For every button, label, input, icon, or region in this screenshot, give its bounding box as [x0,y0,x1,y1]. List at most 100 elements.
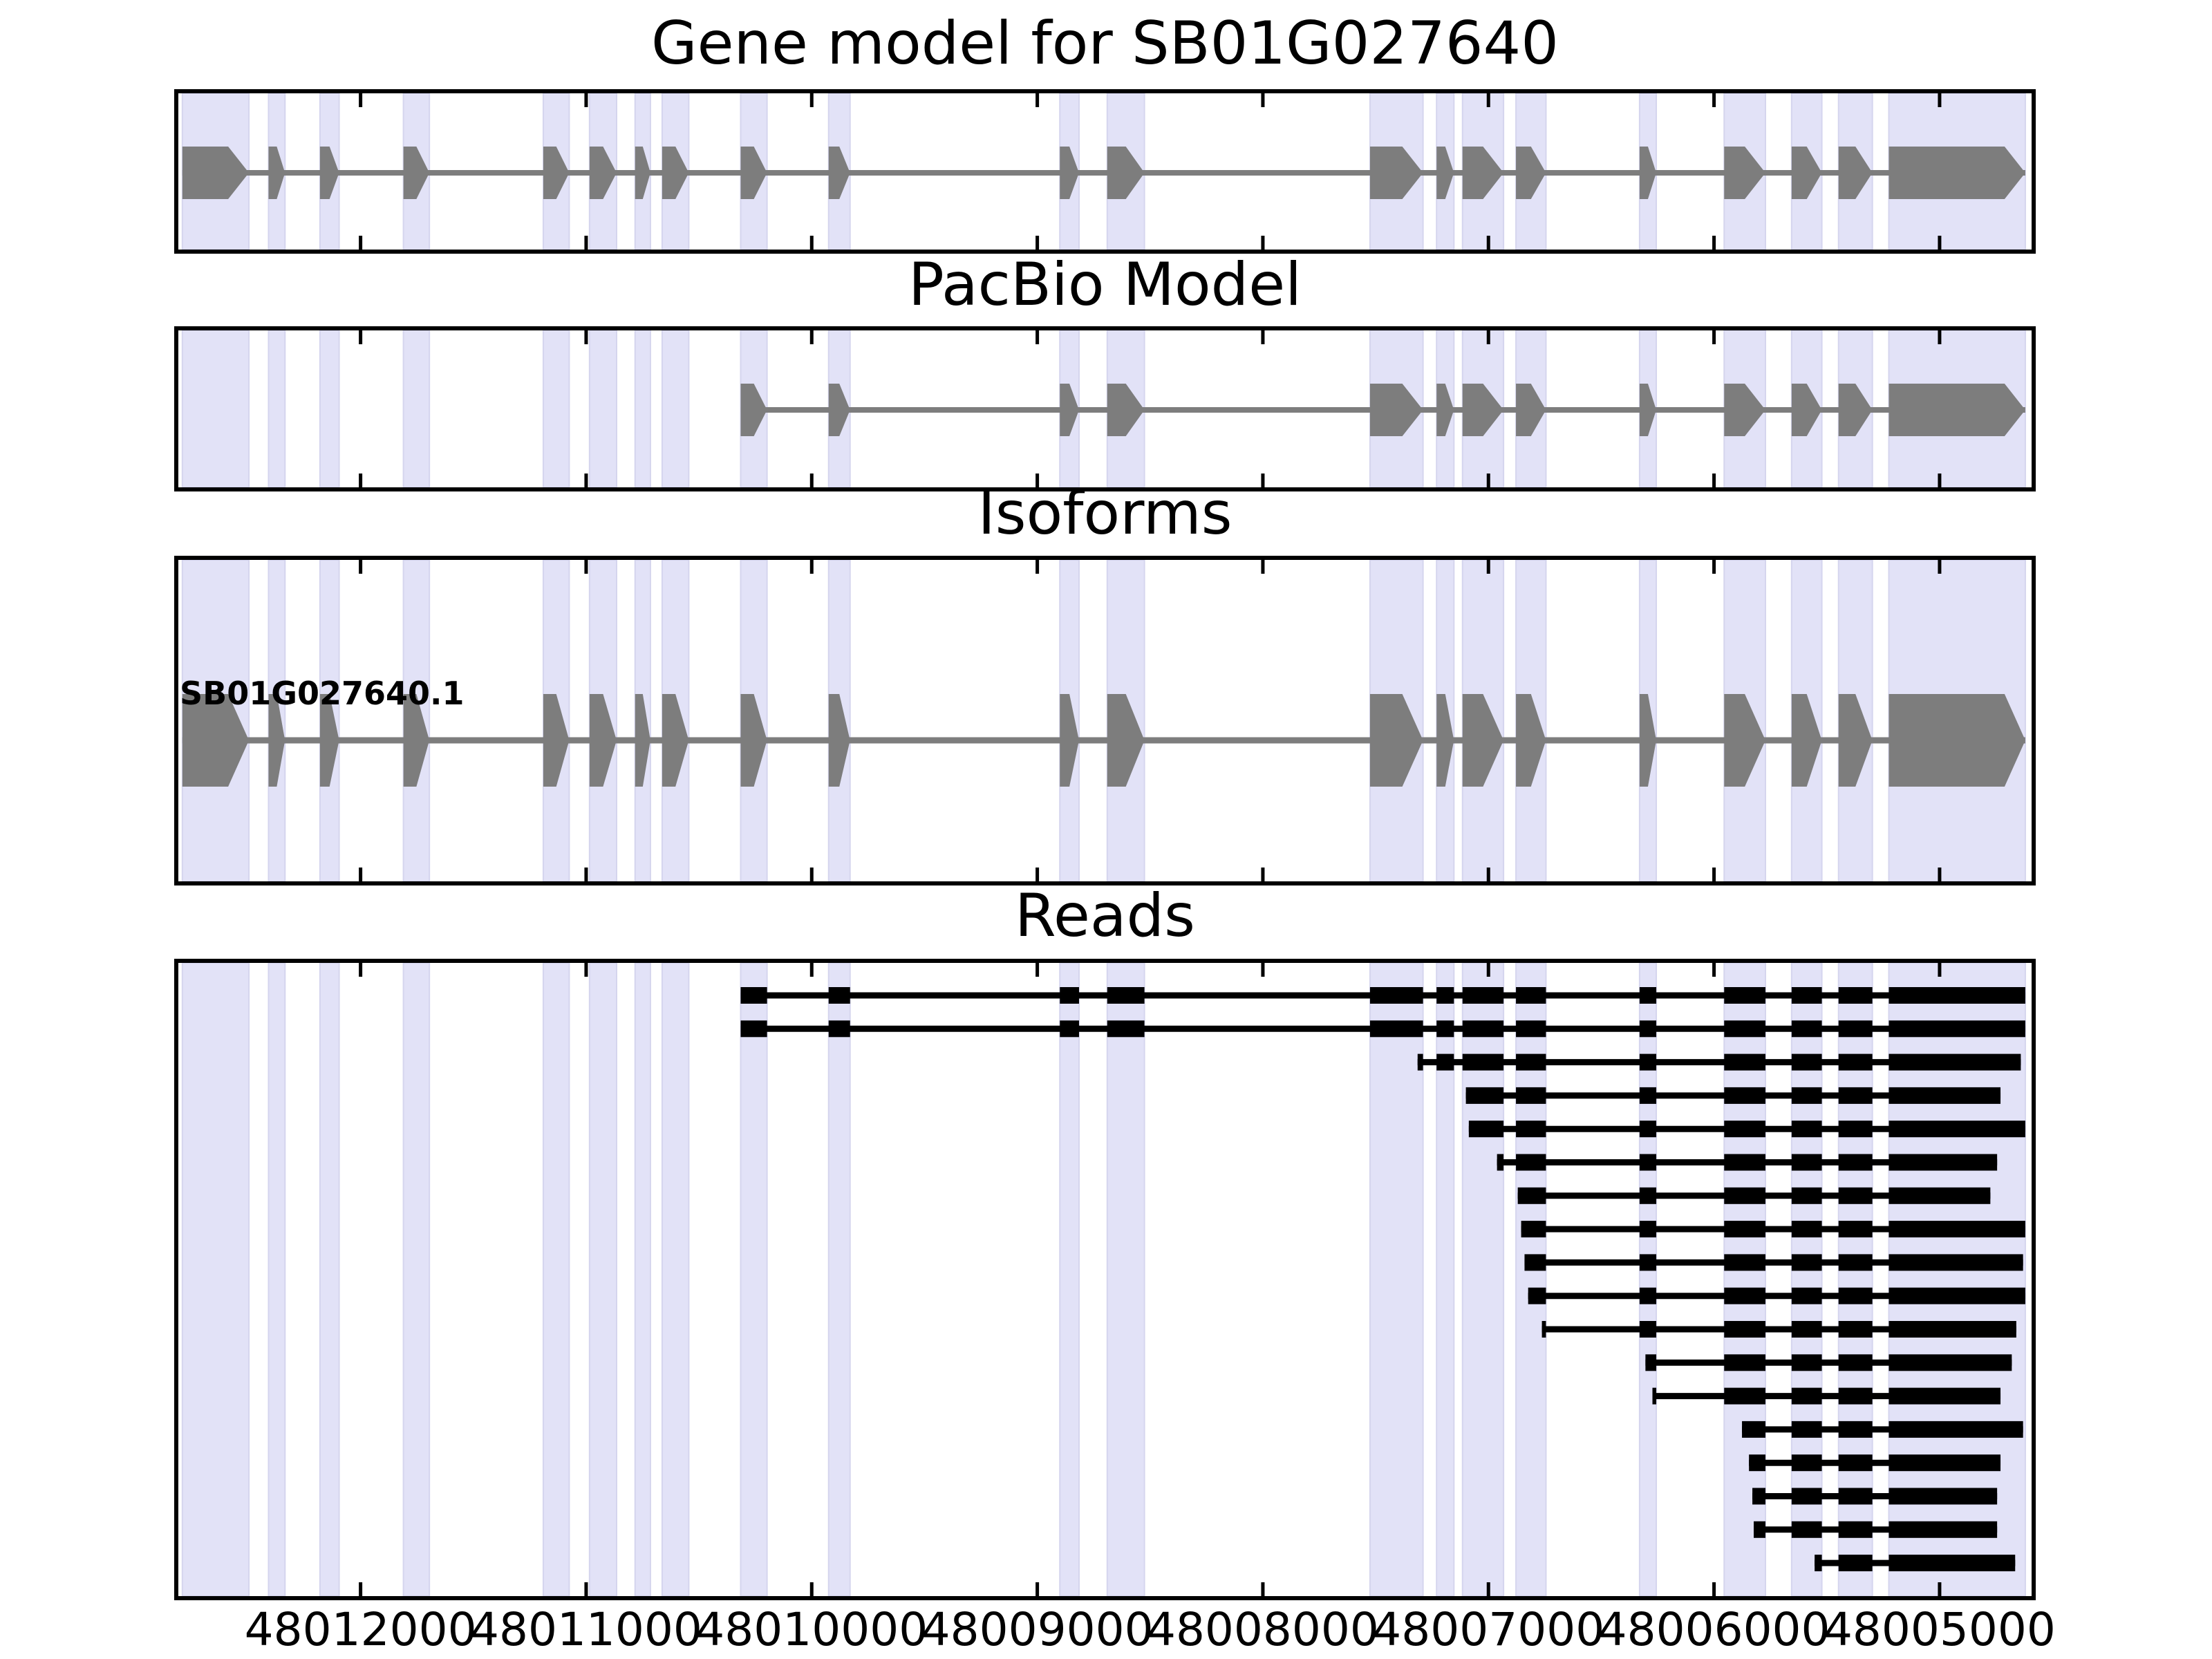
exon-arrow [1838,147,1873,199]
axis-tick [359,236,363,250]
axis-tick [359,963,363,977]
axis-tick [584,963,588,977]
read-exon [1838,1354,1873,1371]
read-exon [1749,1454,1765,1472]
exon-arrow [1639,147,1657,199]
read-exon [1791,1287,1822,1304]
read-exon [1838,1053,1873,1071]
axis-tick [1486,236,1490,250]
gene-model-title: Gene model for SB01G027640 [651,9,1559,78]
exon-arrow [1107,147,1145,199]
read-exon [1645,1354,1657,1371]
exon-arrow [268,694,285,787]
read-exon [1724,987,1765,1004]
axis-tick [584,868,588,881]
read-exon [1468,1121,1504,1138]
axis-tick [1486,474,1490,487]
exon-arrow [828,147,850,199]
exon-arrow [1462,694,1504,787]
axis-tick [584,93,588,107]
exon-arrow [1791,147,1822,199]
axis-tick [584,330,588,344]
axis-tick [1938,330,1942,344]
read-exon [1888,1387,2001,1405]
read-exon [1724,1221,1765,1238]
panel-border [174,89,2036,254]
exon-highlight-band [827,962,851,1597]
read-exon [1888,1254,2023,1271]
axis-tick [1938,236,1942,250]
read-exon [1838,1387,1873,1405]
axis-tick [359,560,363,574]
exon-arrow [589,694,617,787]
read-exon [1521,1221,1546,1238]
x-axis-tick-label: 48009000 [921,1603,1154,1656]
read-exon [1724,1321,1765,1338]
axis-tick [1261,474,1265,487]
read-exon [1369,1020,1423,1038]
exon-arrow [662,147,689,199]
read-exon [740,1020,767,1038]
read-exon [1888,1521,1998,1538]
exon-arrow [1462,147,1504,199]
exon-arrow [1791,694,1822,787]
exon-arrow [828,694,850,787]
read-exon [1791,987,1822,1004]
exon-highlight-band [1369,962,1424,1597]
read-exon [1838,1421,1873,1438]
axis-tick [1261,963,1265,977]
axis-tick [1261,236,1265,250]
read-exon [1742,1421,1765,1438]
axis-tick [1486,963,1490,977]
exon-arrow [182,147,250,199]
read-exon [1436,1020,1454,1038]
axis-tick [359,868,363,881]
read-exon [1639,1221,1657,1238]
read-exon [1791,1521,1822,1538]
x-axis-tick-label: 48006000 [1597,1603,1830,1656]
read-exon [1838,1187,1873,1204]
read-exon [1791,1020,1822,1038]
exon-arrow [1724,694,1765,787]
x-axis-tick-label: 48012000 [244,1603,477,1656]
axis-tick [1712,330,1716,344]
exon-highlight-band [740,962,768,1597]
axis-tick [1035,560,1040,574]
x-axis-tick-label: 48007000 [1372,1603,1605,1656]
axis-tick [1261,93,1265,107]
x-axis-tick-label: 48005000 [1823,1603,2056,1656]
read-exon [1465,1087,1504,1104]
axis-tick [1035,1582,1040,1596]
read-exon [1639,1254,1657,1271]
axis-tick [1486,93,1490,107]
exon-arrow [1888,384,2025,436]
exon-highlight-band [542,330,570,488]
read-exon [1369,987,1423,1004]
read-exon [1754,1521,1765,1538]
read-exon [1838,1321,1873,1338]
exon-arrow [1888,694,2025,787]
exon-arrow [1462,384,1504,436]
read-exon [1639,1187,1657,1204]
read-exon [1791,1387,1822,1405]
read-exon [1724,1087,1765,1104]
exon-highlight-band [268,330,286,488]
axis-tick [1938,963,1942,977]
read-exon [1838,1020,1873,1038]
read-exon [1838,1488,1873,1505]
axis-tick [809,868,814,881]
axis-tick [1035,330,1040,344]
exon-highlight-band [661,330,690,488]
read-exon [1516,1154,1546,1171]
exon-highlight-band [634,962,651,1597]
read-exon [1060,987,1079,1004]
read-exon [1791,1254,1822,1271]
axis-tick [359,93,363,107]
read-exon [1724,1254,1765,1271]
read-exon [1838,1221,1873,1238]
axis-tick [809,93,814,107]
axis-tick [809,1582,814,1596]
read-exon [1838,1521,1873,1538]
axis-tick [1035,93,1040,107]
read-exon [1517,1187,1546,1204]
